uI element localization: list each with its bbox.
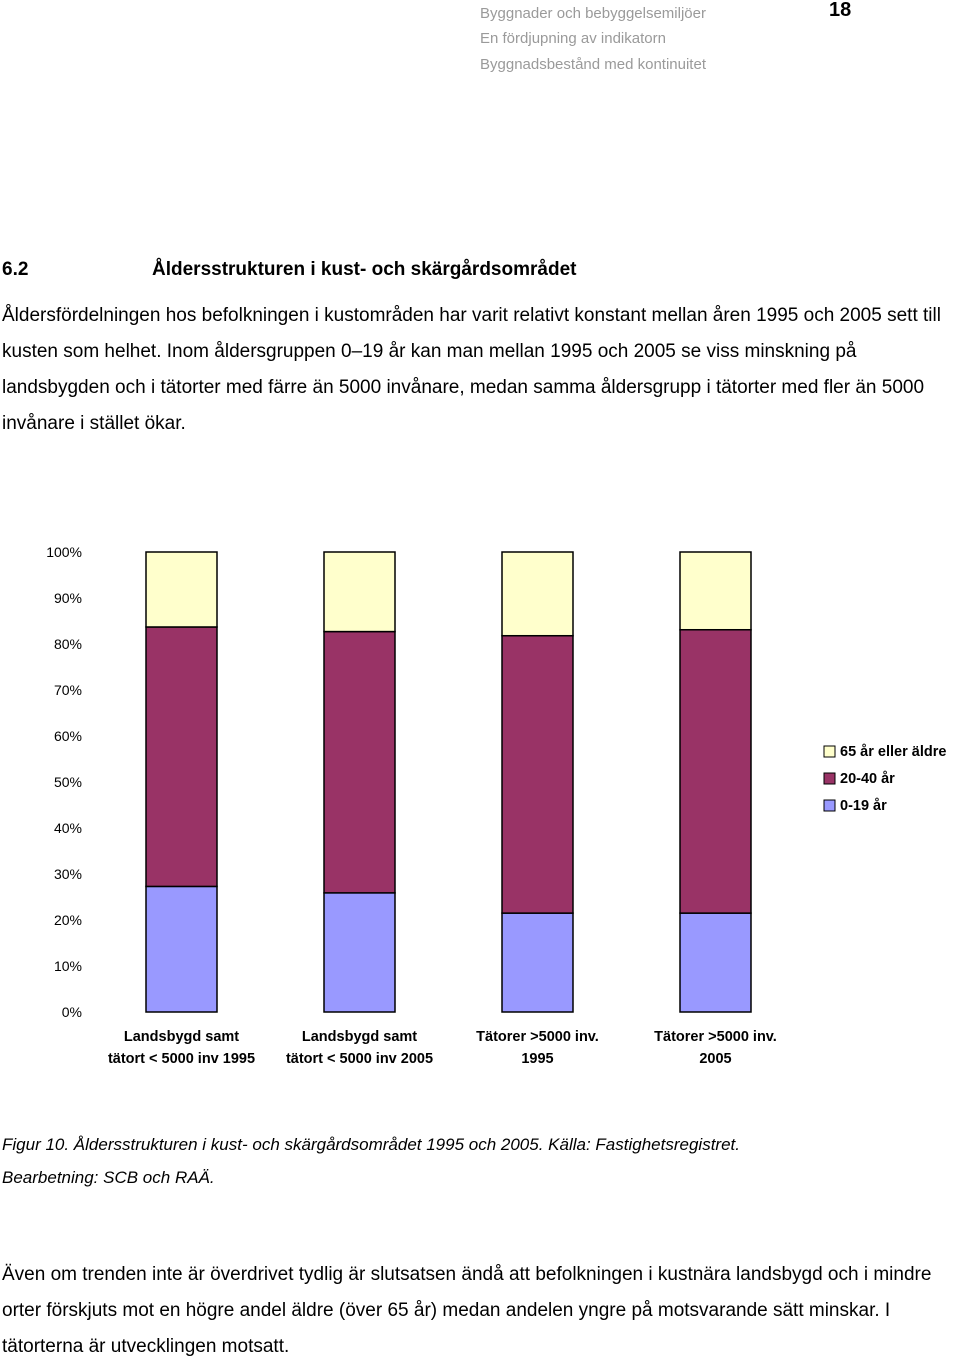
bar-segment — [145, 626, 218, 888]
legend-label: 65 år eller äldre — [840, 744, 946, 760]
legend-swatch — [823, 745, 836, 758]
bar-segment — [679, 912, 752, 1013]
y-tick-label: 70% — [54, 682, 82, 698]
bar-segment — [501, 551, 574, 637]
section-title: Åldersstrukturen i kust- och skärgårdsom… — [152, 259, 577, 280]
legend-swatch — [823, 799, 836, 812]
age-structure-chart: 0% 10% 20% 30% 40% 50% 60% 70% 80% 90% 100% Landsb… — [46, 544, 946, 1067]
x-tick-label: Landsbygd samt — [124, 1029, 239, 1045]
bar-segment — [501, 912, 574, 1013]
bar-segment — [323, 630, 396, 894]
caption-line-2: Bearbetning: SCB och RAÄ. — [2, 1168, 215, 1187]
legend-label: 0-19 år — [840, 798, 887, 814]
bars — [145, 551, 752, 1013]
y-axis: 0% 10% 20% 30% 40% 50% 60% 70% 80% 90% 100% — [46, 544, 82, 1020]
y-tick-label: 80% — [54, 636, 82, 652]
header-line-3: Byggnadsbestånd med kontinuitet — [480, 56, 706, 73]
y-tick-label: 100% — [46, 544, 82, 560]
bar-segment — [679, 551, 752, 631]
x-tick-label: Tätorer >5000 inv. — [654, 1029, 777, 1045]
legend-label: 20-40 år — [840, 771, 895, 787]
figure-caption: Figur 10. Åldersstrukturen i kust- och s… — [2, 1128, 942, 1194]
x-tick-label: Tätorer >5000 inv. — [476, 1029, 599, 1045]
x-tick-label: tätort < 5000 inv 2005 — [286, 1051, 433, 1067]
legend-swatch — [823, 772, 836, 785]
y-tick-label: 40% — [54, 820, 82, 836]
bar-segment — [679, 628, 752, 914]
x-axis-labels: Landsbygd samt tätort < 5000 inv 1995 Land… — [108, 1029, 777, 1067]
y-tick-label: 60% — [54, 728, 82, 744]
y-tick-label: 10% — [54, 958, 82, 974]
caption-line-1: Figur 10. Åldersstrukturen i kust- och s… — [2, 1135, 740, 1154]
y-tick-label: 0% — [62, 1004, 82, 1020]
page-number: 18 — [829, 0, 852, 21]
y-tick-label: 50% — [54, 774, 82, 790]
bar-segment — [145, 551, 218, 628]
y-tick-label: 20% — [54, 912, 82, 928]
bar-segment — [501, 634, 574, 914]
bar-segment — [145, 885, 218, 1013]
header-line-1: Byggnader och bebyggelsemiljöer — [480, 5, 706, 22]
header-line-2: En fördjupning av indikatorn — [480, 30, 666, 47]
x-tick-label: tätort < 5000 inv 1995 — [108, 1051, 255, 1067]
y-tick-label: 30% — [54, 866, 82, 882]
bar-segment — [323, 551, 396, 633]
section-number: 6.2 — [2, 259, 29, 280]
legend: 65 år eller äldre 20-40 år 0-19 år — [823, 744, 946, 814]
y-tick-label: 90% — [54, 590, 82, 606]
bar-segment — [323, 892, 396, 1013]
x-tick-label: 2005 — [699, 1051, 731, 1067]
x-tick-label: 1995 — [521, 1051, 553, 1067]
x-tick-label: Landsbygd samt — [302, 1029, 417, 1045]
body-paragraph-1: Åldersfördelningen hos befolkningen i ku… — [2, 305, 941, 434]
body-paragraph-2: Även om trenden inte är överdrivet tydli… — [2, 1264, 932, 1357]
